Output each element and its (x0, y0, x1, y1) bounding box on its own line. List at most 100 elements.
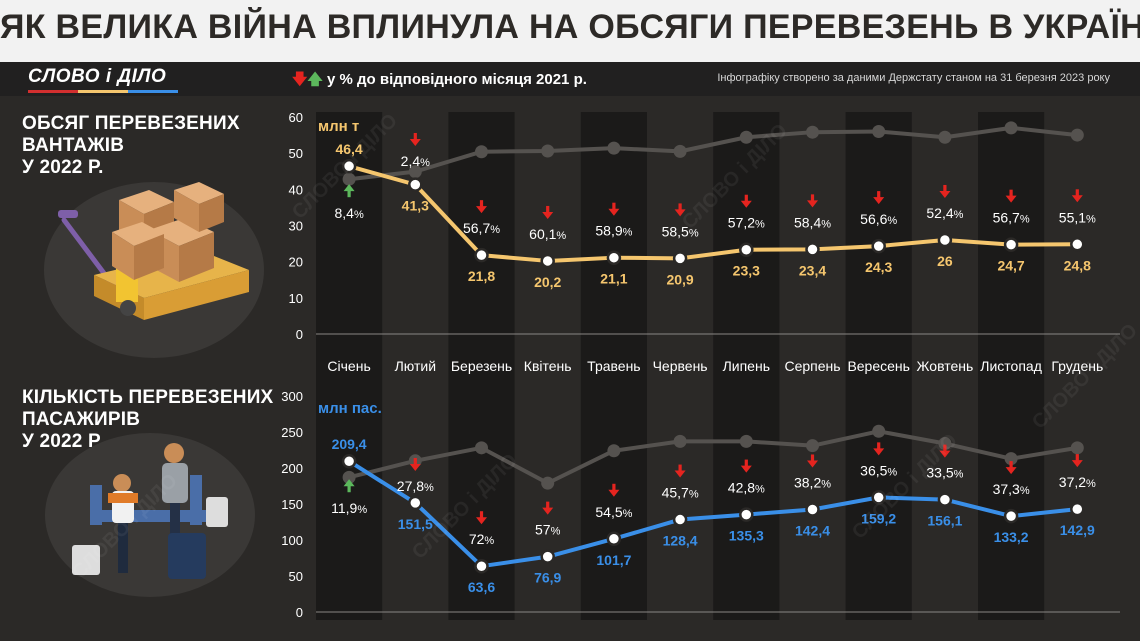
data-point (341, 453, 357, 469)
prev-year-point (475, 441, 488, 455)
change-percent-label: 58,9% (595, 223, 632, 239)
data-point (805, 502, 820, 517)
change-percent-label: 38,2% (794, 474, 831, 490)
down-arrow-icon (744, 459, 748, 467)
cargo-title-line-1: ОБСЯГ ПЕРЕВЕЗЕНИХ (22, 113, 240, 134)
y-tick-label: 300 (281, 389, 303, 404)
down-arrow-icon (542, 211, 554, 219)
month-label: Березень (451, 358, 512, 374)
y-tick-label: 50 (289, 569, 303, 584)
value-label: 142,4 (795, 522, 830, 538)
month-label: Лютий (395, 358, 436, 374)
prev-year-line (348, 429, 1078, 486)
change-percent-label: 36,5% (860, 462, 897, 478)
value-label: 159,2 (861, 510, 896, 526)
prev-year-point (607, 444, 621, 458)
down-arrow-icon (1005, 467, 1017, 475)
data-point (474, 558, 489, 574)
watermark: СЛОВО і ДІЛО (1028, 320, 1140, 434)
value-label: 142,9 (1060, 522, 1095, 538)
y-tick-label: 40 (289, 182, 303, 197)
change-percent-label: 57% (535, 522, 561, 538)
up-arrow-icon: 🡅 (307, 71, 323, 88)
change-percent-label: 2,4% (401, 153, 430, 169)
y-tick-label: 0 (296, 327, 303, 342)
down-arrow-icon (943, 444, 947, 452)
down-arrow-icon (943, 184, 947, 192)
data-point (540, 253, 555, 269)
prev-year-point (806, 439, 819, 453)
prev-year-point (673, 434, 687, 448)
month-label: Жовтень (917, 358, 974, 374)
down-arrow-icon (939, 190, 951, 198)
value-label: 101,7 (596, 552, 631, 568)
down-arrow-icon (612, 202, 616, 210)
down-arrow-icon (877, 442, 881, 450)
data-point (1070, 237, 1085, 252)
prev-year-point (342, 470, 356, 484)
down-arrow-icon (608, 489, 620, 497)
down-arrow-icon (810, 194, 815, 202)
data-point (606, 250, 622, 265)
y-tick-label: 30 (289, 219, 303, 234)
data-point (341, 158, 357, 174)
change-percent-label: 42,8% (728, 480, 765, 496)
data-point (408, 495, 423, 511)
prev-year-point (739, 130, 753, 144)
unit-label: млн пас. (318, 400, 382, 417)
y-tick-label: 200 (281, 461, 303, 476)
y-tick-label: 50 (289, 146, 303, 161)
header-bar: ЯК ВЕЛИКА ВІЙНА ВПЛИНУЛА НА ОБСЯГИ ПЕРЕВ… (0, 0, 1140, 62)
y-tick-label: 60 (289, 110, 303, 125)
down-arrow-icon (608, 208, 620, 216)
change-percent-label: 8,4% (334, 205, 363, 221)
down-arrow-icon (1009, 461, 1013, 469)
column-stripe (448, 112, 515, 620)
down-arrow-icon (413, 133, 417, 140)
down-arrow-icon (1071, 460, 1083, 468)
unit-label: млн т (318, 118, 359, 135)
change-percent-label: 56,7% (463, 220, 500, 236)
data-point (937, 492, 953, 507)
up-arrow-icon (343, 184, 355, 192)
cargo-title-line-3: У 2022 Р. (22, 157, 104, 178)
change-percent-label: 55,1% (1059, 209, 1096, 225)
value-label: 156,1 (927, 513, 962, 529)
passengers-title-line-2: ПАСАЖИРІВ (22, 409, 141, 430)
up-arrow-icon (347, 190, 351, 198)
prev-year-point (673, 144, 687, 158)
down-arrow-icon (413, 458, 417, 465)
down-arrow-icon (744, 194, 748, 202)
change-percent-label: 57,2% (728, 215, 765, 231)
data-point (1003, 237, 1019, 252)
change-percent-label: 60,1% (529, 226, 566, 242)
down-arrow-icon (740, 200, 752, 208)
y-tick-label: 20 (289, 255, 303, 270)
passengers-illustration (45, 433, 255, 597)
series-line (348, 459, 1078, 569)
value-label: 135,3 (729, 528, 764, 544)
down-arrow-icon (476, 517, 487, 525)
data-point (871, 238, 886, 254)
brand-logo: СЛОВО і ДІЛО (28, 66, 167, 87)
month-label: Червень (653, 358, 708, 374)
legend-note-text: у % до відповідного місяця 2021 р. (327, 71, 587, 88)
prev-year-point (1070, 441, 1084, 455)
y-tick-label: 0 (296, 605, 303, 620)
value-label: 24,7 (997, 258, 1024, 274)
prev-year-point (541, 144, 555, 158)
down-arrow-icon (807, 460, 818, 468)
change-percent-label: 56,6% (860, 211, 897, 227)
cargo-title-line-2: ВАНТАЖІВ (22, 135, 125, 156)
value-label: 76,9 (534, 570, 561, 586)
change-percent-label: 56,7% (993, 210, 1030, 226)
value-label: 128,4 (663, 533, 698, 549)
prev-year-point (1004, 452, 1018, 466)
prev-year-point (872, 424, 886, 438)
prev-year-point (607, 141, 621, 155)
data-point (408, 177, 423, 192)
down-arrow-icon (1071, 195, 1083, 203)
value-label: 151,5 (398, 516, 433, 532)
down-arrow-icon (479, 200, 484, 208)
